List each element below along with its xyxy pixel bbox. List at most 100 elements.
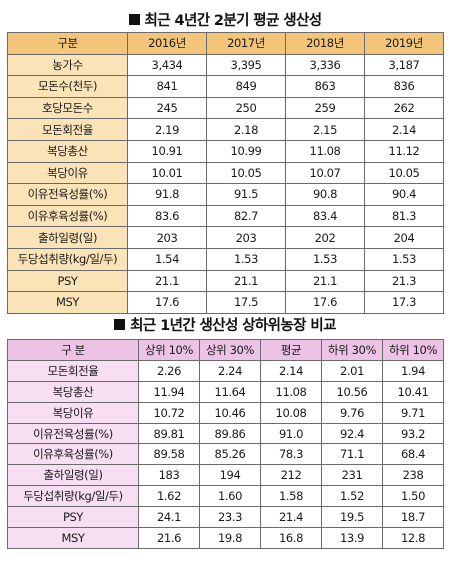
square-bullet-icon — [114, 319, 126, 330]
row-label: PSY — [7, 506, 139, 529]
table-cell: 1.54 — [127, 247, 207, 271]
table-cell: 204 — [364, 226, 444, 249]
row-label: 복당총산 — [7, 139, 128, 163]
table-cell: 11.12 — [364, 139, 444, 163]
row-label: 모돈회전율 — [7, 359, 139, 382]
table2-row: 복당총산 11.94 11.64 11.08 10.56 10.41 — [7, 380, 444, 403]
row-label: 이유후육성률(%) — [7, 204, 128, 228]
table1-header-row: 구분 2016년 2017년 2018년 2019년 — [7, 32, 444, 55]
table-cell: 836 — [364, 75, 444, 98]
table-cell: 93.2 — [382, 422, 444, 445]
table-cell: 203 — [206, 226, 286, 249]
table-cell: 10.08 — [260, 401, 322, 424]
section2-title: 최근 1년간 생산성 상하위농장 비교 — [0, 314, 450, 335]
table-cell: 238 — [382, 464, 444, 487]
table-cell: 19.8 — [199, 527, 261, 549]
table-cell: 17.6 — [285, 291, 365, 314]
table-cell: 841 — [127, 75, 207, 98]
table1-row: MSY 17.6 17.5 17.6 17.3 — [7, 291, 444, 314]
table-cell: 10.72 — [138, 401, 200, 424]
table2-row: 이유전육성률(%) 89.81 89.86 91.0 92.4 93.2 — [7, 422, 444, 445]
table-cell: 3,434 — [127, 53, 207, 77]
table-cell: 21.6 — [138, 527, 200, 549]
row-label: 출하일령(일) — [7, 226, 128, 249]
table-cell: 2.26 — [138, 359, 200, 382]
table-cell: 2.18 — [206, 118, 286, 141]
table1-row: 호당모돈수 245 250 259 262 — [7, 96, 444, 120]
table-cell: 78.3 — [260, 443, 322, 466]
table-cell: 24.1 — [138, 506, 200, 529]
table2-row: 두당섭취량(kg/일/두) 1.62 1.60 1.58 1.52 1.50 — [7, 485, 444, 508]
table-cell: 11.94 — [138, 380, 200, 403]
row-label: 두당섭취량(kg/일/두) — [7, 485, 139, 508]
table-cell: 21.4 — [260, 506, 322, 529]
table-cell: 91.0 — [260, 422, 322, 445]
table2-header-cell: 상위 10% — [138, 339, 200, 361]
row-label: 농가수 — [7, 53, 128, 77]
table2-row: PSY 24.1 23.3 21.4 19.5 18.7 — [7, 506, 444, 529]
table-cell: 21.1 — [127, 269, 207, 293]
table1-row: PSY 21.1 21.1 21.1 21.3 — [7, 269, 444, 293]
table-cell: 10.91 — [127, 139, 207, 163]
table2-header-row: 구 분 상위 10% 상위 30% 평균 하위 30% 하위 10% — [7, 339, 444, 361]
table2-row: 모돈회전율 2.26 2.24 2.14 2.01 1.94 — [7, 359, 444, 382]
row-label: 이유전육성률(%) — [7, 422, 139, 445]
table-cell: 2.19 — [127, 118, 207, 141]
table-cell: 18.7 — [382, 506, 444, 529]
table-cell: 231 — [321, 464, 383, 487]
row-label: 이유후육성률(%) — [7, 443, 139, 466]
table-cell: 92.4 — [321, 422, 383, 445]
table-cell: 2.14 — [260, 359, 322, 382]
table-cell: 1.60 — [199, 485, 261, 508]
table-cell: 1.50 — [382, 485, 444, 508]
table-cell: 11.64 — [199, 380, 261, 403]
table-cell: 849 — [206, 75, 286, 98]
table-cell: 10.05 — [206, 161, 286, 185]
row-label: 이유전육성률(%) — [7, 183, 128, 206]
table2-header-cell: 하위 10% — [382, 339, 444, 361]
table-cell: 17.3 — [364, 291, 444, 314]
row-label: 출하일령(일) — [7, 464, 139, 487]
table1-header-cell: 2019년 — [364, 32, 444, 55]
table-cell: 13.9 — [321, 527, 383, 549]
table2-header-cell: 평균 — [260, 339, 322, 361]
table1-row: 복당총산 10.91 10.99 11.08 11.12 — [7, 139, 444, 163]
table2-row: 출하일령(일) 183 194 212 231 238 — [7, 464, 444, 487]
table2-row: 복당이유 10.72 10.46 10.08 9.76 9.71 — [7, 401, 444, 424]
row-label: 두당섭취량(kg/일/두) — [7, 247, 128, 271]
table-cell: 250 — [206, 96, 286, 120]
table-cell: 2.15 — [285, 118, 365, 141]
table1-row: 출하일령(일) 203 203 202 204 — [7, 226, 444, 249]
table-cell: 21.3 — [364, 269, 444, 293]
table-cell: 194 — [199, 464, 261, 487]
table-cell: 68.4 — [382, 443, 444, 466]
table-cell: 81.3 — [364, 204, 444, 228]
table-cell: 82.7 — [206, 204, 286, 228]
table-cell: 2.01 — [321, 359, 383, 382]
table-cell: 89.81 — [138, 422, 200, 445]
table-cell: 89.86 — [199, 422, 261, 445]
table-cell: 259 — [285, 96, 365, 120]
row-label: 복당이유 — [7, 401, 139, 424]
table-cell: 10.05 — [364, 161, 444, 185]
table-cell: 203 — [127, 226, 207, 249]
table-cell: 10.56 — [321, 380, 383, 403]
table-cell: 1.53 — [285, 247, 365, 271]
table1-row: 이유전육성률(%) 91.8 91.5 90.8 90.4 — [7, 183, 444, 206]
table-cell: 9.71 — [382, 401, 444, 424]
table1-row: 두당섭취량(kg/일/두) 1.54 1.53 1.53 1.53 — [7, 247, 444, 271]
table-cell: 23.3 — [199, 506, 261, 529]
table-cell: 3,395 — [206, 53, 286, 77]
row-label: 모돈회전율 — [7, 118, 128, 141]
section1-title: 최근 4년간 2분기 평균 생산성 — [0, 9, 450, 30]
table1-row: 이유후육성률(%) 83.6 82.7 83.4 81.3 — [7, 204, 444, 228]
row-label: 복당총산 — [7, 380, 139, 403]
table-cell: 91.8 — [127, 183, 207, 206]
productivity-4year-table: 구분 2016년 2017년 2018년 2019년 농가수 3,434 3,3… — [7, 32, 444, 314]
table1-header-cell: 구분 — [7, 32, 128, 55]
table-cell: 2.24 — [199, 359, 261, 382]
table1-header-cell: 2017년 — [206, 32, 286, 55]
table2-row: 이유후육성률(%) 89.58 85.26 78.3 71.1 68.4 — [7, 443, 444, 466]
table-cell: 3,336 — [285, 53, 365, 77]
